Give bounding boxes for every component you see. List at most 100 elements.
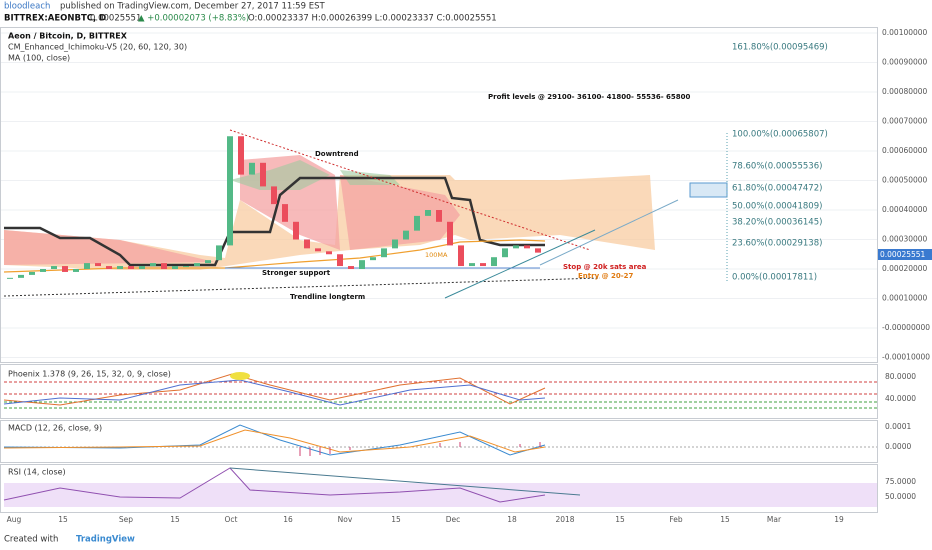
y-tick-label: 0.00020000 — [882, 264, 928, 273]
macd-title: MACD (12, 26, close, 9) — [8, 424, 102, 433]
phoenix-lines — [3, 372, 877, 409]
candle — [304, 239, 310, 249]
y-tick-label: 0.00050000 — [882, 176, 928, 185]
macd-lines — [3, 424, 877, 456]
x-tick-label: Mar — [767, 515, 782, 524]
candle — [480, 263, 486, 267]
macd-tick: 0.0001 — [885, 422, 911, 431]
x-axis: Aug 15 Sep 15 Oct 16 Nov 15 Dec 18 2018 15 Feb 15 Mar 1… — [7, 515, 844, 524]
x-tick-label: Nov — [338, 515, 353, 524]
trendline-note: Trendline longterm — [290, 293, 365, 301]
candle — [260, 162, 266, 187]
y-tick-label: 0.00100000 — [882, 28, 928, 37]
candle — [326, 251, 332, 255]
ma-label: MA (100, close) — [8, 54, 70, 63]
candle — [128, 266, 134, 269]
x-tick-label: 18 — [507, 515, 517, 524]
candle — [51, 266, 57, 269]
y-tick-label: 0.00060000 — [882, 146, 928, 155]
fib-label: 78.60%(0.00055536) — [732, 162, 822, 172]
candle — [183, 266, 189, 268]
candle — [84, 263, 90, 269]
x-tick-label: 15 — [720, 515, 730, 524]
support-note: Stronger support — [262, 269, 331, 277]
x-tick-label: Sep — [119, 515, 133, 524]
author[interactable]: bloodleach — [4, 2, 50, 12]
candle — [293, 221, 299, 240]
symbol: BITTREX:AEONBTC, D — [4, 14, 106, 24]
stop-note: Stop @ 20k sats area — [563, 263, 647, 271]
ma-note: 100MA — [425, 251, 448, 259]
candle — [535, 248, 541, 253]
candle — [95, 263, 101, 267]
last: 0.00025551 — [90, 14, 141, 24]
candle — [216, 245, 222, 261]
grid: 0.00100000 0.00090000 0.00080000 0.00070000… — [1, 28, 930, 362]
candle — [469, 263, 475, 267]
downtrend-note: Downtrend — [315, 150, 359, 158]
y-tick-label: -0.00000000 — [882, 323, 930, 332]
candle — [205, 260, 211, 264]
rsi-title: RSI (14, close) — [8, 468, 66, 477]
fib-label: 161.80%(0.00095469) — [732, 43, 828, 53]
entry-note: Entry @ 20-27 — [578, 272, 634, 280]
x-tick-label: 15 — [58, 515, 68, 524]
fib-label: 23.60%(0.00029138) — [732, 239, 822, 249]
published: published on TradingView.com, December 2… — [60, 2, 325, 12]
footer-brand[interactable]: TradingView — [76, 535, 135, 545]
candle — [436, 210, 442, 222]
footer-created: Created with — [4, 535, 58, 545]
candle — [271, 186, 277, 205]
candle — [150, 263, 156, 267]
candle — [502, 248, 508, 258]
candle — [524, 245, 530, 249]
fib-label: 61.80%(0.00047472) — [732, 184, 822, 194]
x-tick-label: Dec — [446, 515, 461, 524]
candle — [18, 274, 24, 278]
fib-label: 50.00%(0.00041809) — [732, 202, 822, 212]
candle — [282, 204, 288, 222]
y-tick-label: 0.00010000 — [882, 294, 928, 303]
change: ▲ +0.00002073 (+8.83%) — [138, 14, 249, 24]
price-tag-box — [878, 249, 932, 260]
y-tick-label: 0.00040000 — [882, 205, 928, 214]
candle — [359, 260, 365, 269]
candle — [73, 269, 79, 272]
x-tick-label: Aug — [7, 515, 22, 524]
macd-tick: 0.0000 — [885, 442, 911, 451]
ichimoku — [3, 129, 728, 299]
candle — [491, 257, 497, 267]
candle — [62, 266, 68, 272]
candle — [238, 136, 244, 175]
panes — [0, 27, 878, 513]
candle — [117, 266, 123, 269]
candle — [7, 277, 13, 279]
x-tick-label: 15 — [170, 515, 180, 524]
candle — [29, 271, 35, 275]
rsi-lines — [3, 467, 877, 507]
candle — [337, 254, 343, 267]
candle — [249, 162, 255, 175]
fib-label: 100.00%(0.00065807) — [732, 130, 828, 140]
y-tick-label: 0.00080000 — [882, 87, 928, 96]
y-tick-label: 0.00090000 — [882, 58, 928, 67]
ohlc: O:0.00023337 H:0.00026399 L:0.00023337 C… — [248, 14, 497, 24]
x-tick-label: 2018 — [555, 515, 574, 524]
candle — [227, 136, 233, 246]
fib-labels: 161.80%(0.00095469) 100.00%(0.00065807) 78… — [732, 43, 828, 283]
x-tick-label: Oct — [225, 515, 238, 524]
fib-label: 38.20%(0.00036145) — [732, 218, 822, 228]
x-tick-label: 15 — [391, 515, 401, 524]
candle — [392, 239, 398, 249]
x-tick-label: Feb — [669, 515, 683, 524]
candle — [414, 215, 420, 231]
candle — [348, 266, 354, 269]
rsi-tick: 75.0000 — [885, 477, 916, 486]
candle — [458, 245, 464, 267]
candle — [403, 230, 409, 240]
x-tick-label: 15 — [615, 515, 625, 524]
price-tag: 0.00025551 — [880, 250, 926, 259]
candle — [381, 248, 387, 258]
candle — [513, 245, 519, 249]
